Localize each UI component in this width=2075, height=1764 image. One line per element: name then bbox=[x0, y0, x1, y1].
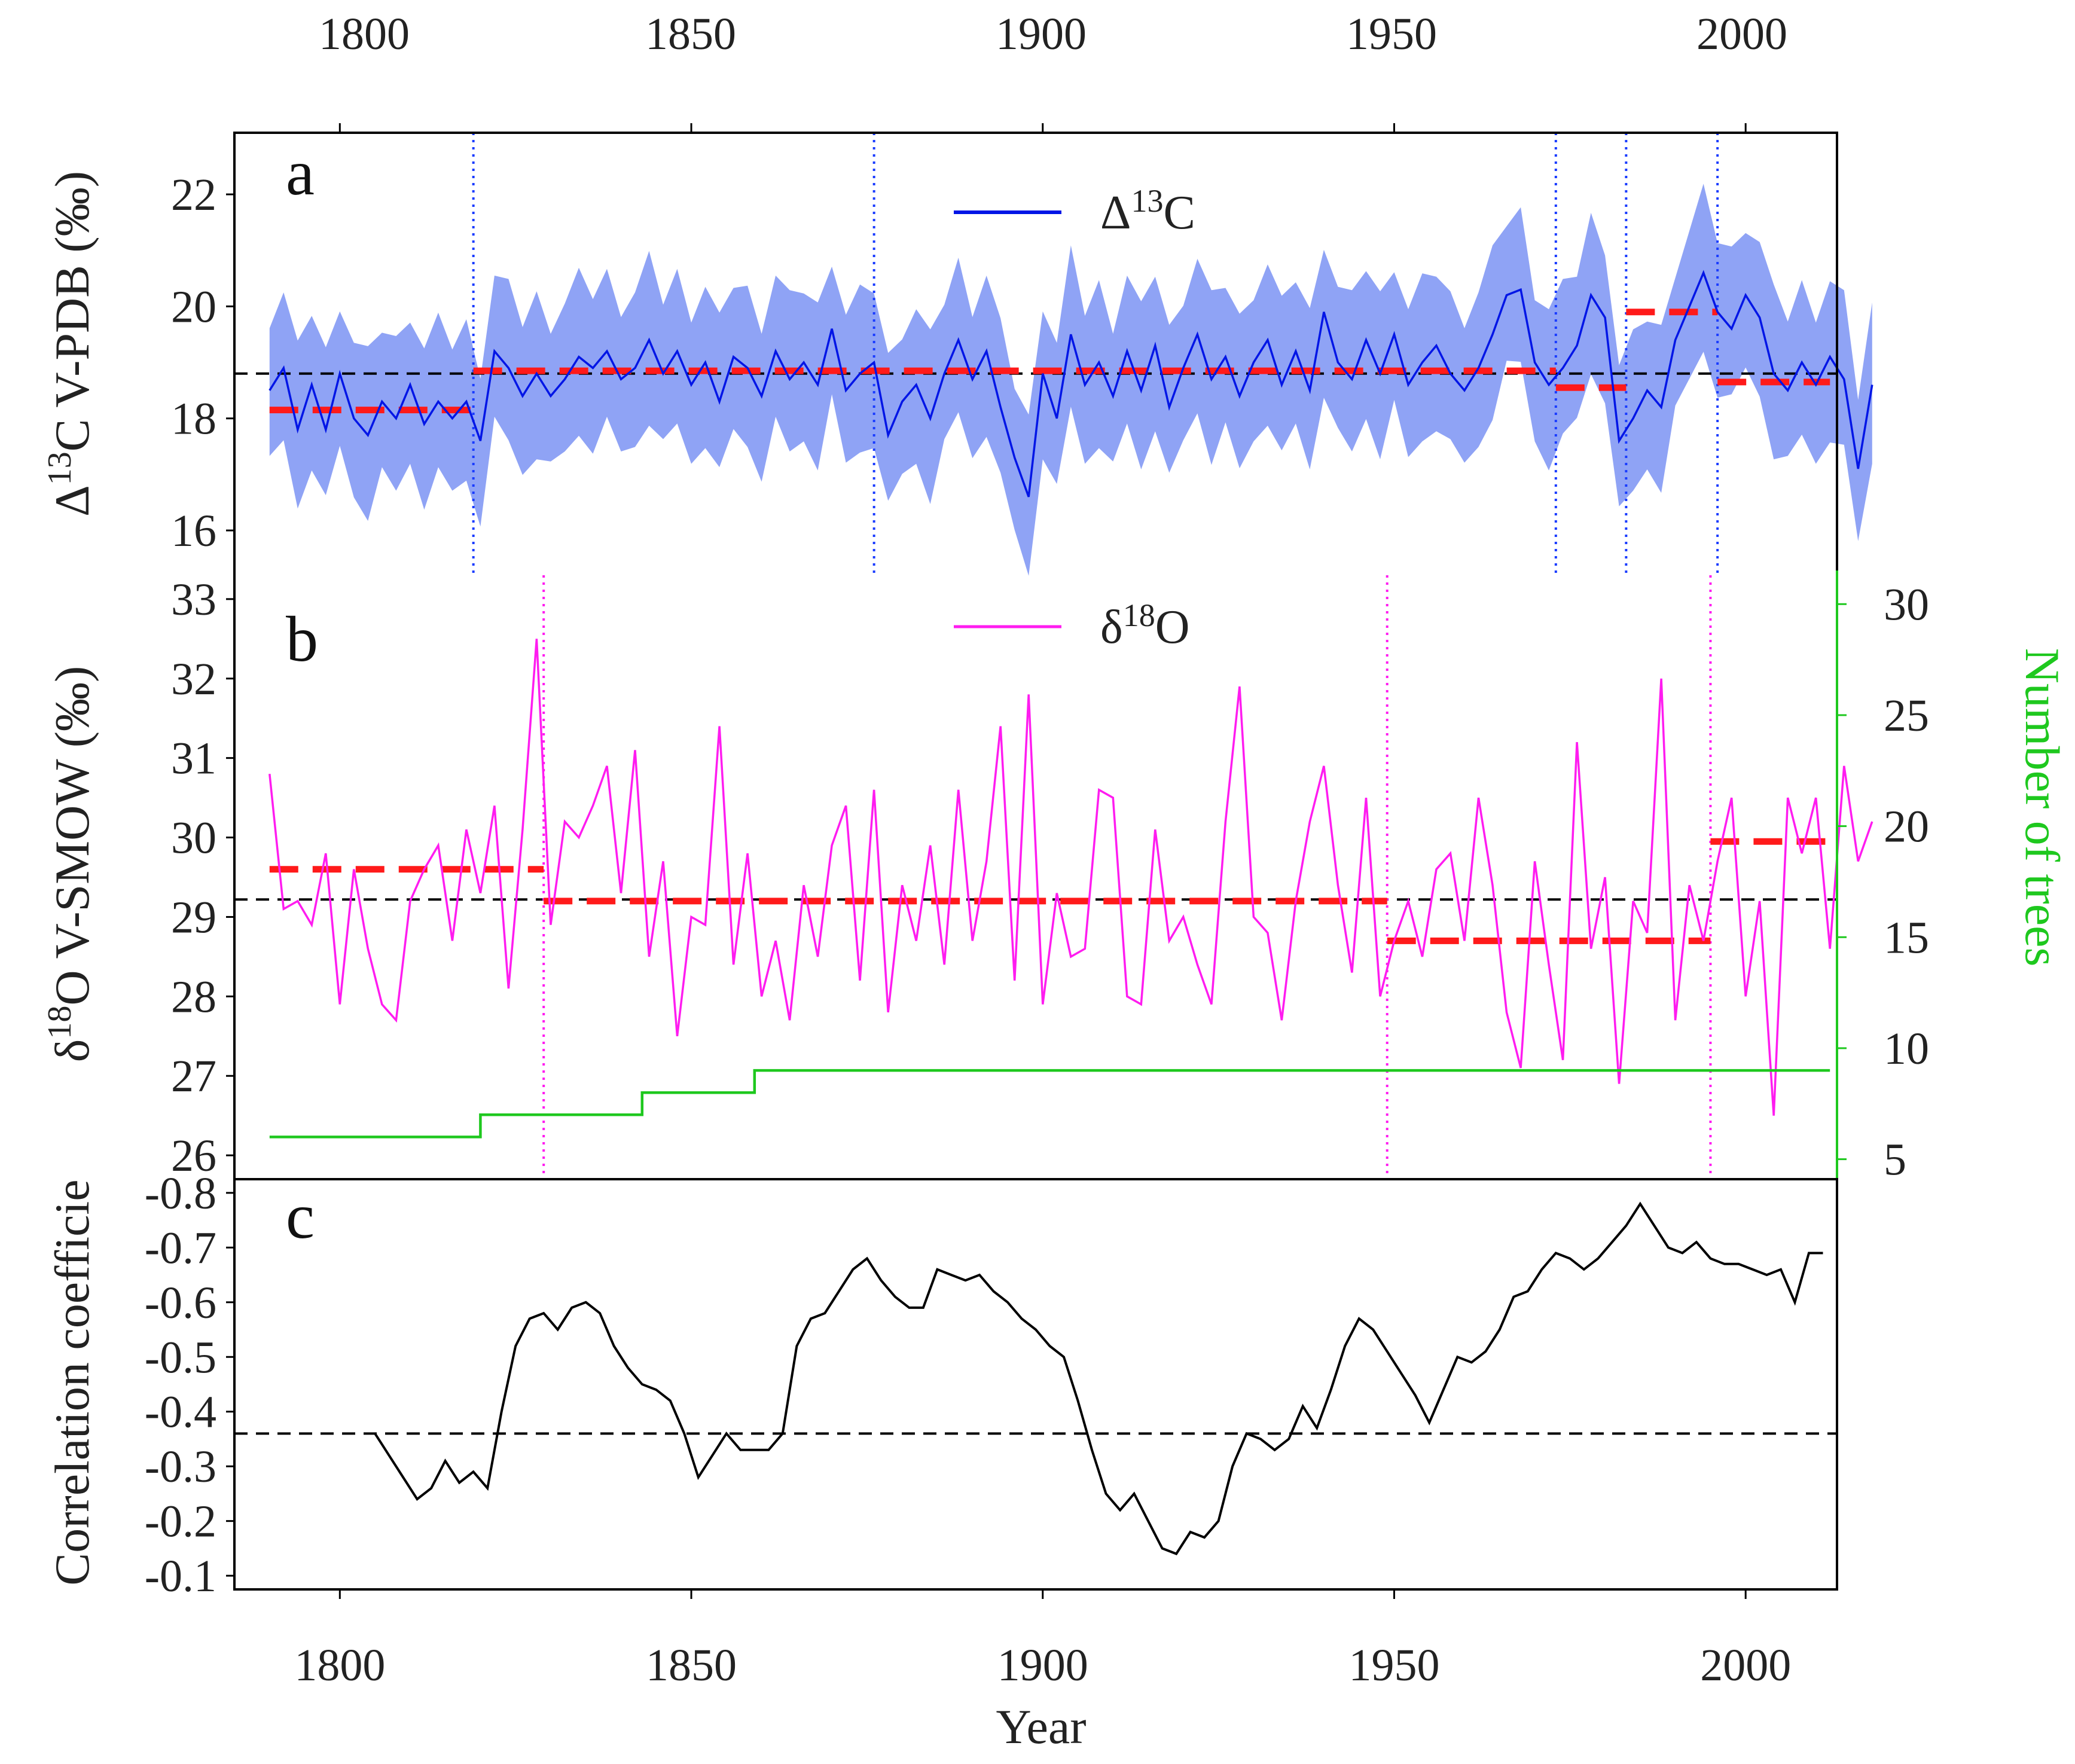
y-tick-label: 20 bbox=[171, 282, 216, 332]
y2-tick-label: 20 bbox=[1884, 802, 1929, 852]
x-tick-label: 1800 bbox=[294, 1640, 385, 1690]
y-tick-label: 16 bbox=[171, 506, 216, 556]
y-tick-label: 29 bbox=[171, 892, 216, 942]
uncertainty-band bbox=[269, 184, 1872, 576]
y-tick-label: -0.6 bbox=[145, 1278, 216, 1328]
x-tick-label: 1900 bbox=[997, 1640, 1088, 1690]
top-x-axis: 1800 1850 1900 1950 2000 bbox=[319, 9, 1787, 59]
correlation-series-line bbox=[374, 1201, 1823, 1555]
d13c-series-line bbox=[268, 270, 1873, 498]
legend-label-d18o: δ18O bbox=[1100, 597, 1189, 654]
panel-c-letter: c bbox=[286, 1181, 315, 1252]
panel-a-letter: a bbox=[286, 138, 315, 209]
x-tick-label: 2000 bbox=[1700, 1640, 1791, 1690]
y2-tick-label: 25 bbox=[1884, 691, 1929, 741]
x-axis-title: Year bbox=[996, 1699, 1086, 1754]
panel-a-y-axis: 16 18 20 22 bbox=[171, 170, 216, 556]
panel-a-legend: Δ13C bbox=[954, 183, 1195, 239]
panel-b-right-y-axis: 5 10 15 20 25 30 bbox=[1884, 579, 1929, 1185]
panel-b-legend: δ18O bbox=[954, 597, 1189, 654]
legend-label-d13c: Δ13C bbox=[1100, 183, 1195, 239]
panel-c-y-axis-title: Correlation coefficie bbox=[45, 1179, 99, 1585]
tree-count-line bbox=[269, 1069, 1830, 1139]
d18o-series-line bbox=[268, 639, 1873, 1116]
y-tick-label: 31 bbox=[171, 734, 216, 784]
y-tick-label: 26 bbox=[171, 1131, 216, 1181]
y-tick-label: 22 bbox=[171, 170, 216, 220]
y-tick-label: -0.8 bbox=[145, 1168, 216, 1219]
top-x-tick-label: 1800 bbox=[319, 9, 410, 59]
y-tick-label: -0.2 bbox=[145, 1497, 216, 1547]
panel-b: b 26 27 28 29 30 31 32 33 5 10 15 20 25 … bbox=[41, 570, 2070, 1185]
top-x-tick-label: 1950 bbox=[1346, 9, 1437, 59]
panel-a-y-axis-title: Δ13C V-PDB (‰) bbox=[41, 171, 99, 517]
panel-b-y-axis: 26 27 28 29 30 31 32 33 bbox=[171, 575, 216, 1181]
y-tick-label: 28 bbox=[171, 972, 216, 1022]
panel-b-plot-area bbox=[226, 570, 1873, 1179]
panel-c-plot-area bbox=[226, 1178, 1838, 1599]
y-tick-label: -0.3 bbox=[145, 1442, 216, 1492]
y-tick-label: 30 bbox=[171, 813, 216, 863]
y-tick-label: 18 bbox=[171, 394, 216, 444]
y-tick-label: 27 bbox=[171, 1051, 216, 1101]
panel-b-right-y-axis-title: Number of trees bbox=[2015, 648, 2070, 967]
panel-a-frame bbox=[233, 132, 1838, 575]
top-x-tick-label: 1850 bbox=[645, 9, 736, 59]
top-x-tick-label: 2000 bbox=[1696, 9, 1787, 59]
panel-a: a 16 18 20 22 Δ13C V-PDB (‰) Δ13C bbox=[41, 123, 1873, 576]
y2-tick-label: 15 bbox=[1884, 912, 1929, 963]
panel-c-frame bbox=[233, 1178, 1838, 1591]
panel-c: c -0.1 -0.2 -0.3 -0.4 -0.5 -0.6 -0.7 -0.… bbox=[45, 1168, 1838, 1754]
y2-tick-label: 5 bbox=[1884, 1135, 1906, 1185]
y-tick-label: 32 bbox=[171, 654, 216, 704]
y2-tick-label: 30 bbox=[1884, 579, 1929, 630]
panel-c-x-axis: 1800 1850 1900 1950 2000 bbox=[294, 1640, 1791, 1690]
y-tick-label: -0.1 bbox=[145, 1551, 216, 1601]
panel-c-y-axis: -0.1 -0.2 -0.3 -0.4 -0.5 -0.6 -0.7 -0.8 bbox=[145, 1168, 216, 1601]
y2-tick-label: 10 bbox=[1884, 1024, 1929, 1074]
top-x-tick-label: 1900 bbox=[996, 9, 1087, 59]
y-tick-label: -0.5 bbox=[145, 1332, 216, 1382]
panel-a-plot-area bbox=[226, 123, 1873, 576]
panel-b-y-axis-title: δ18O V-SMOW (‰) bbox=[41, 666, 99, 1063]
x-tick-label: 1850 bbox=[646, 1640, 737, 1690]
x-tick-label: 1950 bbox=[1348, 1640, 1439, 1690]
y-tick-label: -0.7 bbox=[145, 1223, 216, 1273]
y-tick-label: -0.4 bbox=[145, 1387, 216, 1438]
y-tick-label: 33 bbox=[171, 575, 216, 625]
panel-b-letter: b bbox=[286, 604, 318, 675]
